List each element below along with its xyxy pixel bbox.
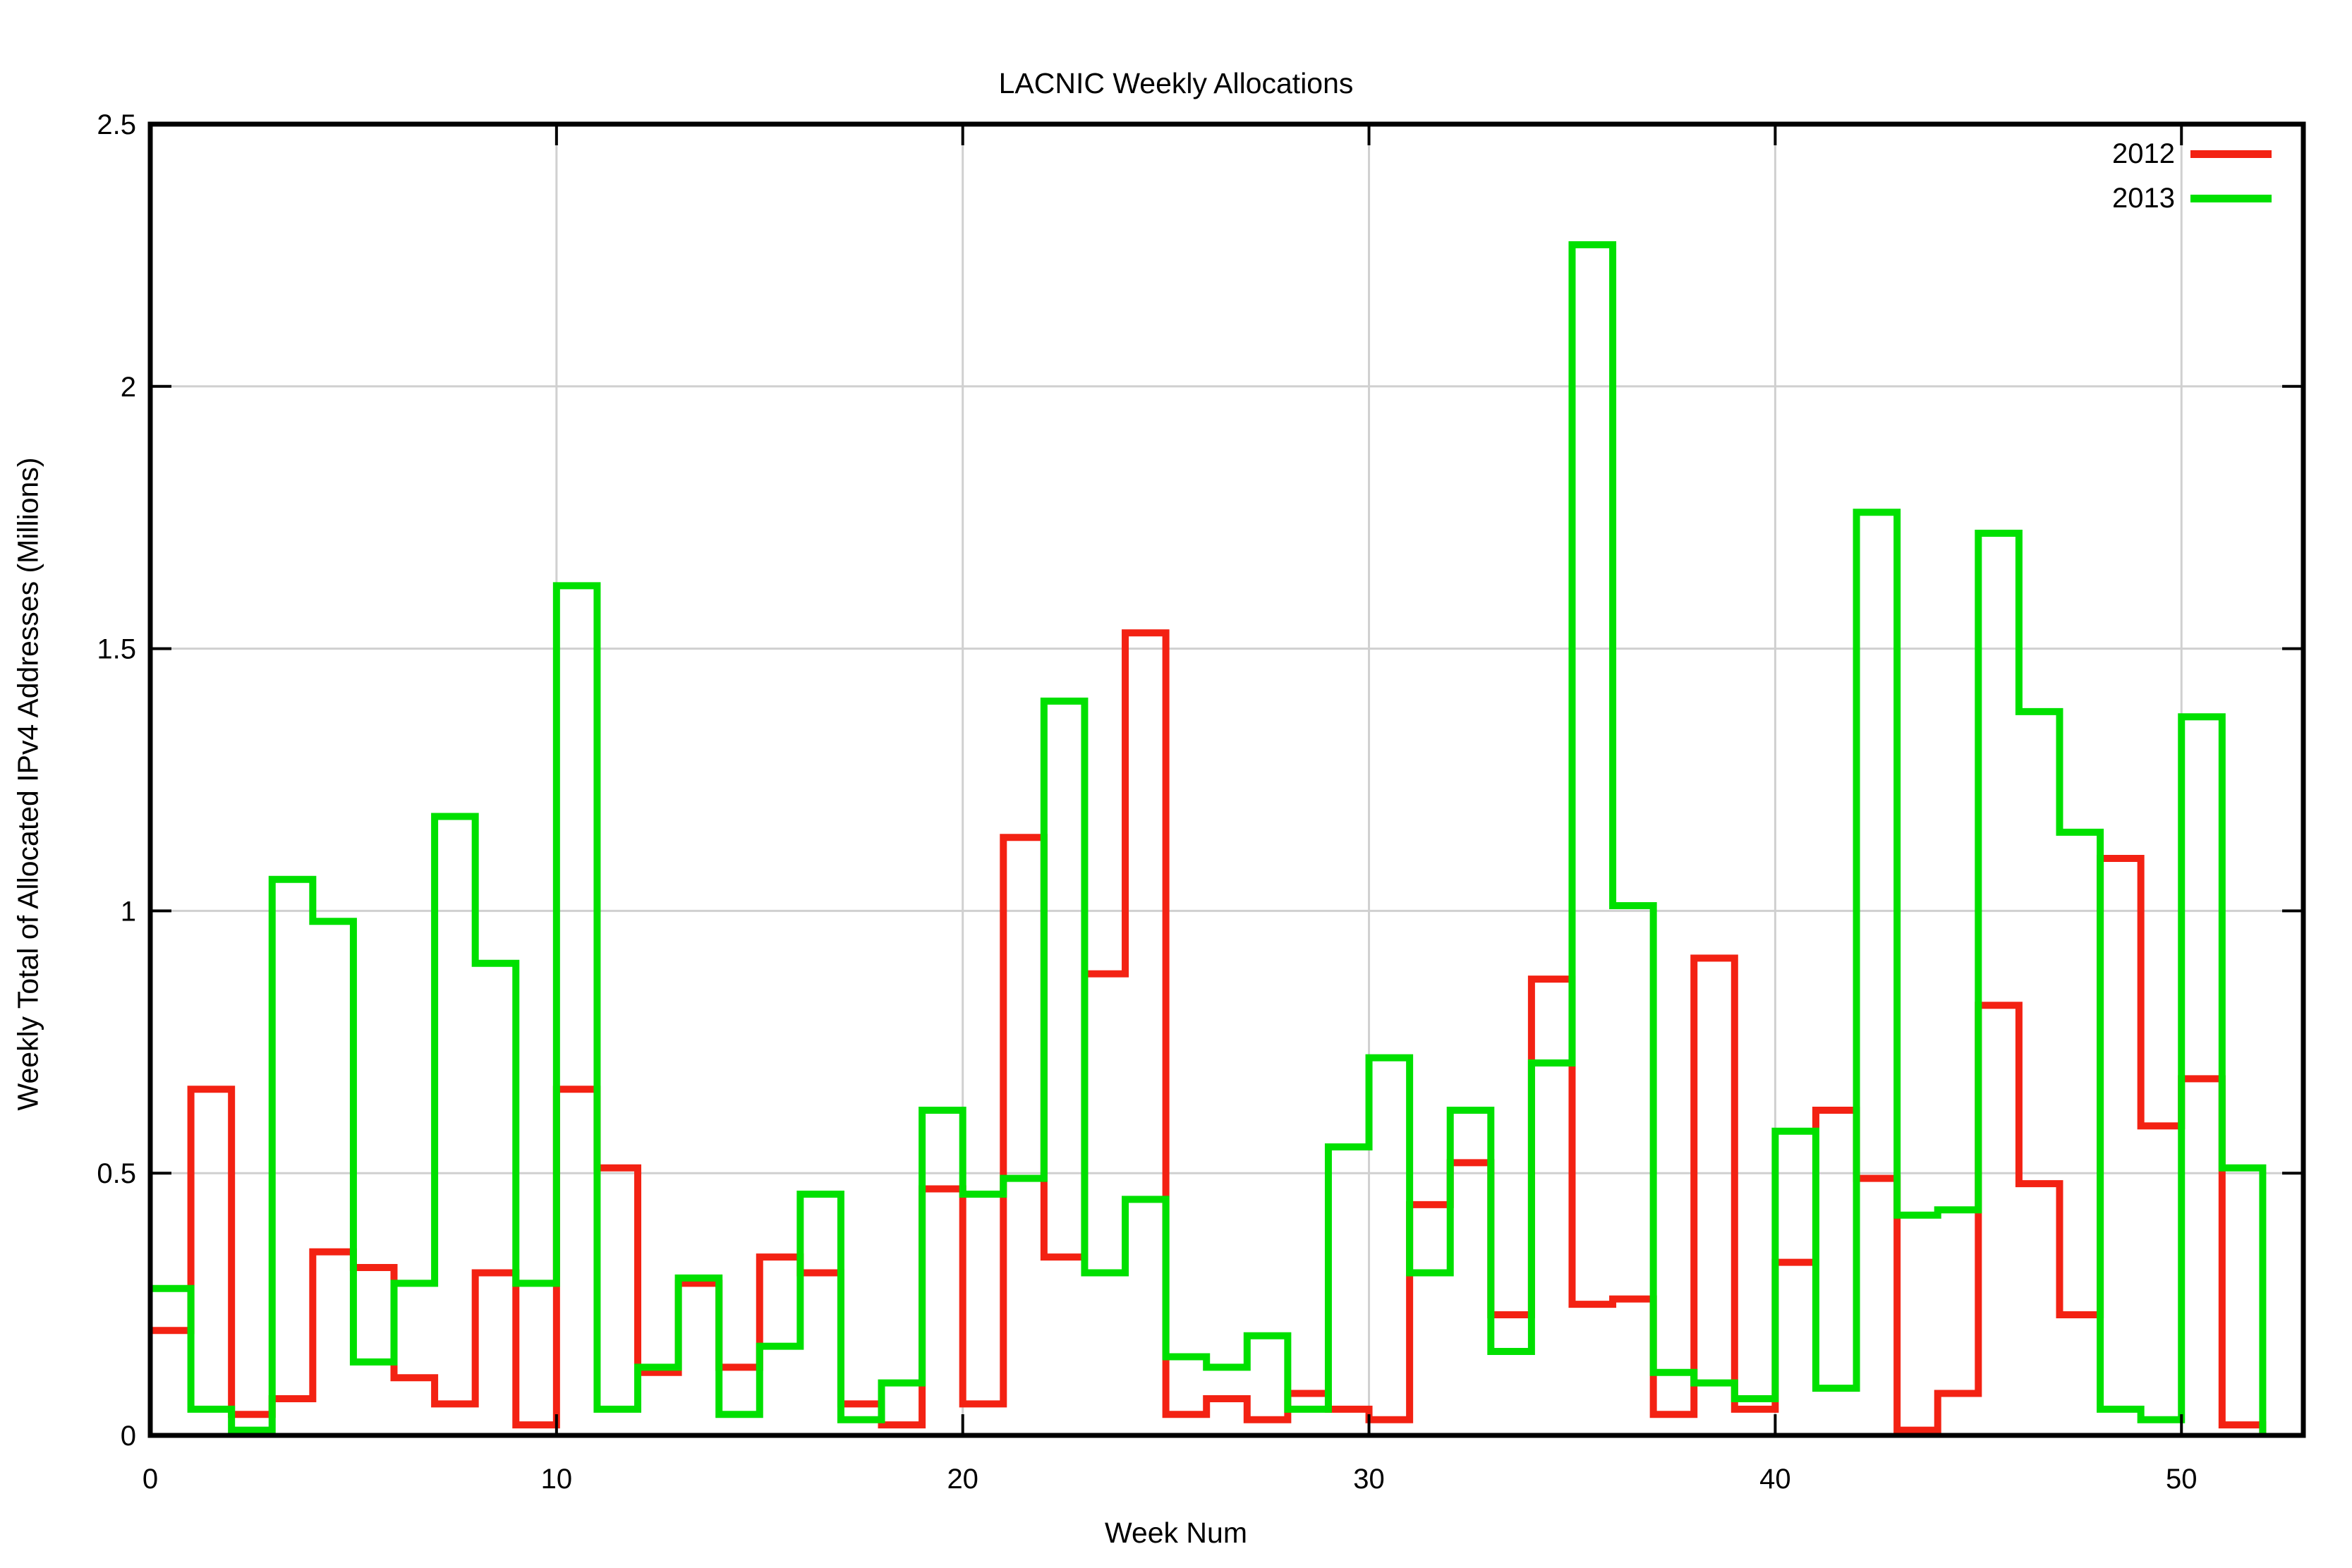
legend-label-2012: 2012 [2112, 138, 2175, 169]
x-tick-labels: 0 10 20 30 40 50 [143, 1464, 2198, 1495]
x-tick-label-10: 10 [541, 1464, 573, 1495]
y-tick-label-2: 2 [121, 372, 136, 403]
legend: 2012 2013 [2112, 138, 2272, 214]
y-tick-label-0: 0 [121, 1421, 136, 1452]
x-tick-label-0: 0 [143, 1464, 158, 1495]
legend-row-2012: 2012 [2112, 138, 2272, 170]
series-lines [150, 241, 2267, 1435]
axis-ticks [149, 123, 2303, 1437]
y-axis-title-wrap: Weekly Total of Allocated IPv4 Addresses… [0, 0, 56, 1568]
y-axis-title: Weekly Total of Allocated IPv4 Addresses… [11, 457, 44, 1111]
chart-title: LACNIC Weekly Allocations [998, 67, 1354, 99]
x-tick-label-40: 40 [1759, 1464, 1791, 1495]
y-tick-label-2.5: 2.5 [97, 109, 136, 140]
series-line-2012 [150, 629, 2267, 1435]
legend-line-2012-icon [2190, 150, 2272, 158]
x-tick-label-30: 30 [1353, 1464, 1385, 1495]
y-tick-label-0.5: 0.5 [97, 1158, 136, 1189]
legend-row-2013: 2013 [2112, 183, 2272, 214]
y-tick-label-1: 1 [121, 896, 136, 927]
y-tick-label-1.5: 1.5 [97, 634, 136, 665]
legend-label-2013: 2013 [2112, 183, 2175, 214]
legend-line-2013-icon [2190, 195, 2272, 202]
plot-frame [147, 121, 2306, 1438]
series-line-2013 [150, 241, 2267, 1435]
x-tick-label-50: 50 [2166, 1464, 2198, 1495]
x-tick-label-20: 20 [947, 1464, 978, 1495]
x-axis-title: Week Num [1104, 1517, 1248, 1549]
y-tick-labels: 0 0.5 1 1.5 2 2.5 [97, 109, 136, 1452]
